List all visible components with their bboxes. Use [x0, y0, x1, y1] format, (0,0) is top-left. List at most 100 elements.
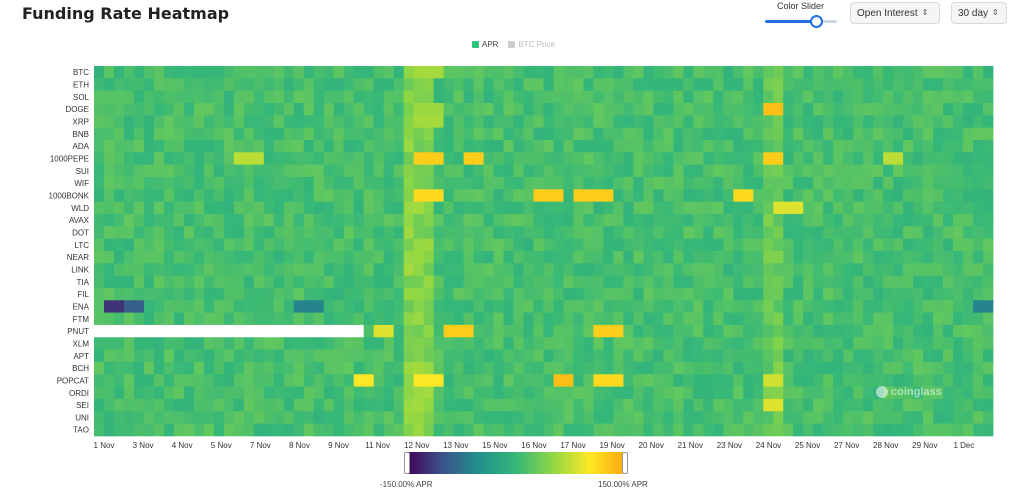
heatmap-cell[interactable]	[863, 398, 874, 412]
heatmap-cell[interactable]	[463, 374, 474, 387]
heatmap-cell[interactable]	[123, 374, 135, 387]
heatmap-cell[interactable]	[903, 213, 914, 227]
heatmap-cell[interactable]	[383, 300, 395, 313]
heatmap-cell[interactable]	[123, 337, 135, 350]
heatmap-cell[interactable]	[423, 411, 435, 424]
heatmap-cell[interactable]	[173, 349, 185, 363]
heatmap-cell[interactable]	[563, 102, 574, 116]
heatmap-cell[interactable]	[943, 250, 954, 264]
heatmap-cell[interactable]	[163, 275, 175, 289]
heatmap-cell[interactable]	[523, 312, 534, 326]
heatmap-cell[interactable]	[283, 263, 295, 277]
heatmap-cell[interactable]	[833, 263, 844, 277]
heatmap-cell[interactable]	[513, 361, 524, 375]
heatmap-cell[interactable]	[633, 423, 644, 437]
heatmap-cell[interactable]	[743, 263, 754, 277]
heatmap-cell[interactable]	[513, 349, 524, 363]
heatmap-cell[interactable]	[983, 201, 994, 215]
heatmap-cell[interactable]	[503, 398, 514, 412]
heatmap-cell[interactable]	[453, 213, 464, 227]
heatmap-cell[interactable]	[543, 152, 554, 166]
heatmap-cell[interactable]	[903, 238, 914, 252]
heatmap-cell[interactable]	[823, 201, 834, 215]
heatmap-cell[interactable]	[393, 275, 405, 289]
heatmap-cell[interactable]	[293, 213, 305, 227]
heatmap-cell[interactable]	[673, 115, 684, 129]
heatmap-cell[interactable]	[833, 189, 844, 203]
heatmap-cell[interactable]	[353, 398, 365, 412]
heatmap-cell[interactable]	[413, 386, 425, 400]
heatmap-cell[interactable]	[463, 189, 474, 203]
heatmap-cell[interactable]	[373, 263, 385, 277]
heatmap-cell[interactable]	[913, 374, 924, 387]
heatmap-cell[interactable]	[153, 90, 165, 104]
heatmap-cell[interactable]	[943, 66, 954, 79]
heatmap-cell[interactable]	[193, 263, 205, 277]
heatmap-cell[interactable]	[353, 164, 365, 178]
heatmap-cell[interactable]	[193, 127, 205, 141]
heatmap-cell[interactable]	[973, 287, 984, 301]
heatmap-cell[interactable]	[373, 226, 385, 240]
heatmap-cell[interactable]	[213, 337, 225, 350]
heatmap-cell[interactable]	[893, 78, 904, 92]
heatmap-cell[interactable]	[813, 201, 824, 215]
heatmap-cell[interactable]	[753, 411, 764, 424]
heatmap-cell[interactable]	[383, 324, 395, 338]
heatmap-cell[interactable]	[153, 78, 165, 92]
heatmap-cell[interactable]	[933, 250, 944, 264]
heatmap-cell[interactable]	[623, 423, 634, 437]
heatmap-cell[interactable]	[293, 78, 305, 92]
heatmap-cell[interactable]	[453, 300, 464, 313]
heatmap-cell[interactable]	[603, 349, 614, 363]
heatmap-cell[interactable]	[343, 361, 355, 375]
heatmap-cell[interactable]	[153, 139, 165, 153]
heatmap-cell[interactable]	[813, 127, 824, 141]
heatmap-cell[interactable]	[743, 78, 754, 92]
heatmap-cell[interactable]	[253, 423, 265, 437]
heatmap-cell[interactable]	[503, 287, 514, 301]
heatmap-cell[interactable]	[573, 164, 584, 178]
heatmap-cell[interactable]	[393, 423, 405, 437]
heatmap-cell[interactable]	[433, 139, 445, 153]
heatmap-cell[interactable]	[563, 127, 574, 141]
heatmap-cell[interactable]	[543, 263, 554, 277]
heatmap-cell[interactable]	[483, 374, 494, 387]
heatmap-cell[interactable]	[523, 374, 534, 387]
heatmap-cell[interactable]	[793, 287, 804, 301]
heatmap-cell[interactable]	[633, 349, 644, 363]
heatmap-cell[interactable]	[813, 361, 824, 375]
heatmap-cell[interactable]	[443, 164, 454, 178]
heatmap-cell[interactable]	[103, 349, 115, 363]
heatmap-cell[interactable]	[803, 411, 814, 424]
heatmap-cell[interactable]	[743, 337, 754, 350]
heatmap-cell[interactable]	[783, 386, 794, 400]
heatmap-cell[interactable]	[613, 398, 624, 412]
heatmap-cell[interactable]	[633, 90, 644, 104]
heatmap-cell[interactable]	[773, 398, 784, 412]
heatmap-cell[interactable]	[763, 90, 774, 104]
heatmap-cell[interactable]	[443, 300, 454, 313]
heatmap-cell[interactable]	[333, 324, 345, 338]
heatmap-cell[interactable]	[633, 263, 644, 277]
heatmap-cell[interactable]	[203, 139, 215, 153]
heatmap-cell[interactable]	[933, 337, 944, 350]
heatmap-cell[interactable]	[333, 337, 345, 350]
heatmap-cell[interactable]	[913, 78, 924, 92]
heatmap-cell[interactable]	[283, 226, 295, 240]
heatmap-cell[interactable]	[863, 312, 874, 326]
heatmap-cell[interactable]	[483, 127, 494, 141]
heatmap-cell[interactable]	[863, 139, 874, 153]
heatmap-cell[interactable]	[453, 226, 464, 240]
heatmap-cell[interactable]	[373, 213, 385, 227]
heatmap-cell[interactable]	[403, 201, 415, 215]
heatmap-cell[interactable]	[903, 115, 914, 129]
heatmap-cell[interactable]	[213, 213, 225, 227]
heatmap-cell[interactable]	[863, 176, 874, 190]
heatmap-cell[interactable]	[613, 115, 624, 129]
heatmap-cell[interactable]	[183, 263, 195, 277]
heatmap-cell[interactable]	[683, 324, 694, 338]
heatmap-cell[interactable]	[323, 275, 335, 289]
heatmap-cell[interactable]	[883, 386, 894, 400]
heatmap-cell[interactable]	[823, 127, 834, 141]
heatmap-cell[interactable]	[613, 337, 624, 350]
